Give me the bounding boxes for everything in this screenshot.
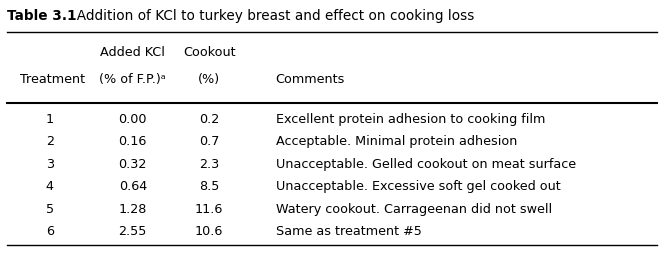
Text: 2: 2	[46, 135, 54, 149]
Text: Acceptable. Minimal protein adhesion: Acceptable. Minimal protein adhesion	[276, 135, 517, 149]
Text: Added KCl: Added KCl	[100, 46, 165, 59]
Text: 0.00: 0.00	[119, 113, 147, 126]
Text: 1: 1	[46, 113, 54, 126]
Text: 4: 4	[46, 180, 54, 193]
Text: 0.32: 0.32	[119, 158, 147, 171]
Text: Cookout: Cookout	[183, 46, 236, 59]
Text: Watery cookout. Carrageenan did not swell: Watery cookout. Carrageenan did not swel…	[276, 203, 552, 216]
Text: 2.3: 2.3	[199, 158, 219, 171]
Text: 1.28: 1.28	[119, 203, 147, 216]
Text: Unacceptable. Gelled cookout on meat surface: Unacceptable. Gelled cookout on meat sur…	[276, 158, 576, 171]
Text: 0.64: 0.64	[119, 180, 147, 193]
Text: 8.5: 8.5	[199, 180, 219, 193]
Text: 3: 3	[46, 158, 54, 171]
Text: (%): (%)	[198, 73, 220, 86]
Text: 0.2: 0.2	[199, 113, 219, 126]
Text: Comments: Comments	[276, 73, 345, 86]
Text: 10.6: 10.6	[195, 225, 223, 238]
Text: Treatment: Treatment	[20, 73, 85, 86]
Text: 11.6: 11.6	[195, 203, 223, 216]
Text: Table 3.1: Table 3.1	[7, 9, 76, 23]
Text: 0.16: 0.16	[119, 135, 147, 149]
Text: Same as treatment #5: Same as treatment #5	[276, 225, 422, 238]
Text: Excellent protein adhesion to cooking film: Excellent protein adhesion to cooking fi…	[276, 113, 545, 126]
Text: 6: 6	[46, 225, 54, 238]
Text: Unacceptable. Excessive soft gel cooked out: Unacceptable. Excessive soft gel cooked …	[276, 180, 560, 193]
Text: Addition of KCl to turkey breast and effect on cooking loss: Addition of KCl to turkey breast and eff…	[68, 9, 474, 23]
Text: 0.7: 0.7	[199, 135, 219, 149]
Text: (% of F.P.)ᵃ: (% of F.P.)ᵃ	[100, 73, 166, 86]
Text: 2.55: 2.55	[119, 225, 147, 238]
Text: 5: 5	[46, 203, 54, 216]
